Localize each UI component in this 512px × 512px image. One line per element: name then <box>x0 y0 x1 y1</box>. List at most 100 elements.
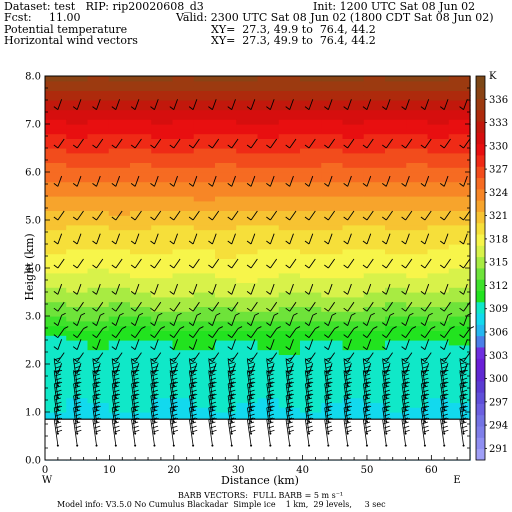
theta-cell <box>363 148 386 154</box>
theta-cell <box>406 349 429 355</box>
theta-cell <box>385 80 407 87</box>
theta-cell <box>385 128 407 135</box>
wind-barb <box>111 138 123 149</box>
wind-barb <box>169 175 178 187</box>
theta-cell <box>427 272 450 279</box>
theta-cell <box>215 181 237 187</box>
theta-cell <box>236 114 259 120</box>
theta-cell <box>193 388 216 394</box>
wind-barb <box>362 405 372 435</box>
theta-cell <box>363 268 386 274</box>
theta-cell <box>278 76 301 82</box>
theta-cell <box>427 364 450 370</box>
theta-cell <box>278 412 301 418</box>
theta-cell <box>342 292 365 298</box>
theta-cell <box>151 133 174 139</box>
theta-cell <box>66 181 89 187</box>
wind-barb <box>305 405 314 435</box>
theta-cell <box>87 277 110 283</box>
theta-cell <box>108 85 131 91</box>
theta-cell <box>427 287 450 293</box>
theta-cell <box>193 224 216 231</box>
theta-cell <box>87 244 110 250</box>
wind-barb <box>72 138 84 149</box>
wind-barb <box>72 301 84 312</box>
theta-cell <box>300 162 322 168</box>
theta-cell <box>321 335 344 341</box>
theta-cell <box>385 114 407 120</box>
theta-cell <box>385 349 407 355</box>
theta-cell <box>363 90 386 96</box>
theta-cell <box>342 364 365 370</box>
theta-cell <box>342 349 365 355</box>
wind-barb <box>130 138 142 149</box>
theta-cell <box>363 258 386 264</box>
theta-cell <box>215 253 237 259</box>
theta-cell <box>108 272 131 279</box>
theta-cell <box>321 176 344 183</box>
theta-cell <box>193 340 216 346</box>
theta-cell <box>448 248 471 255</box>
theta-cell <box>172 349 195 355</box>
theta-cell <box>108 296 131 303</box>
theta-cell <box>300 80 322 87</box>
theta-cell <box>300 114 322 120</box>
wind-barb <box>169 339 178 350</box>
theta-cell <box>321 263 344 269</box>
wind-barb <box>266 393 275 423</box>
wind-barb <box>324 233 333 245</box>
theta-cell <box>108 100 131 106</box>
theta-cell <box>193 148 216 154</box>
theta-cell <box>66 335 89 341</box>
theta-cell <box>448 148 471 154</box>
theta-cell <box>66 349 89 355</box>
theta-cell <box>66 373 89 379</box>
theta-cell <box>257 272 280 279</box>
wind-barb <box>362 233 372 245</box>
theta-cell <box>300 340 322 346</box>
theta-cell <box>278 215 301 221</box>
theta-cell <box>363 215 386 221</box>
wind-barb <box>189 381 198 411</box>
theta-cell <box>300 138 322 144</box>
theta-cell <box>151 80 174 87</box>
theta-cell <box>342 282 365 288</box>
theta-cell <box>236 359 259 365</box>
theta-cell <box>363 143 386 149</box>
theta-cell <box>257 133 280 139</box>
theta-cell <box>87 186 110 192</box>
theta-cell <box>236 311 259 317</box>
theta-cell <box>108 229 131 235</box>
theta-cell <box>66 354 89 360</box>
theta-cell <box>342 152 365 159</box>
theta-cell <box>236 119 259 125</box>
theta-cell <box>363 253 386 259</box>
y-tick-label: 7.0 <box>25 120 41 131</box>
theta-cell <box>278 124 301 130</box>
theta-cell <box>172 100 195 106</box>
theta-cell <box>342 258 365 264</box>
wind-barb <box>150 352 162 362</box>
wind-barb <box>401 352 413 362</box>
theta-cell <box>66 85 89 91</box>
theta-cell <box>321 234 344 240</box>
theta-cell <box>108 176 131 183</box>
theta-cell <box>257 287 280 293</box>
theta-cell <box>236 186 259 192</box>
theta-cell <box>385 378 407 384</box>
theta-cell <box>278 186 301 192</box>
theta-cell <box>257 109 280 115</box>
theta-cell <box>342 167 365 173</box>
theta-cell <box>448 244 471 250</box>
wind-barb <box>304 138 316 149</box>
theta-cell <box>363 388 386 394</box>
theta-cell <box>385 268 407 274</box>
theta-cell <box>66 277 89 283</box>
wind-barb <box>72 363 82 374</box>
theta-cell <box>151 383 174 389</box>
theta-cell <box>257 224 280 231</box>
wind-barb <box>130 175 140 187</box>
theta-cell <box>193 244 216 250</box>
wind-barb <box>150 363 159 374</box>
theta-cell <box>448 344 471 351</box>
